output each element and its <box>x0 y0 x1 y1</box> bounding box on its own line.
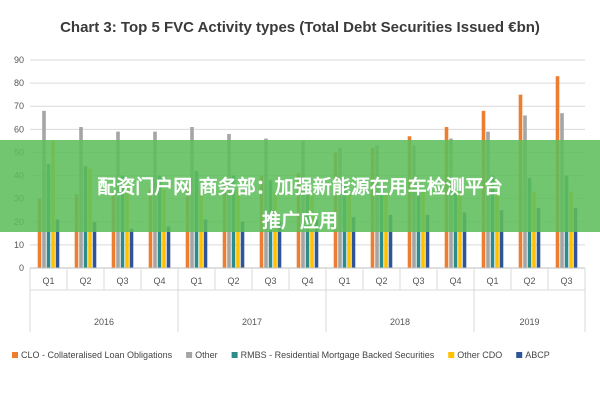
quarter-label: Q1 <box>338 276 350 286</box>
chart-title: Chart 3: Top 5 FVC Activity types (Total… <box>60 19 540 36</box>
quarter-label: Q4 <box>153 276 165 286</box>
quarter-label: Q4 <box>449 276 461 286</box>
quarter-label: Q3 <box>560 276 572 286</box>
overlay-headline: 配资门户网 商务部：加强新能源在用车检测平台 <box>97 176 503 198</box>
legend-label: Other CDO <box>457 350 502 360</box>
bar <box>166 226 171 268</box>
bar <box>499 210 504 268</box>
y-tick-label: 90 <box>14 55 24 65</box>
quarter-label: Q2 <box>79 276 91 286</box>
bar <box>55 219 60 268</box>
bar <box>462 212 467 268</box>
bar <box>92 221 97 268</box>
quarter-label: Q2 <box>523 276 535 286</box>
overlay-headline-cont: 推广应用 <box>261 210 338 232</box>
quarter-label: Q3 <box>412 276 424 286</box>
year-label: 2019 <box>519 317 539 327</box>
y-tick-label: 10 <box>14 240 24 250</box>
bar <box>314 219 319 268</box>
legend: CLO - Collateralised Loan Obligations Oth… <box>12 350 550 360</box>
y-tick-label: 80 <box>14 78 24 88</box>
legend-label: ABCP <box>525 350 550 360</box>
quarter-label: Q1 <box>42 276 54 286</box>
bar <box>573 207 578 268</box>
bar <box>203 219 208 268</box>
bar <box>37 198 42 268</box>
bar <box>536 207 541 268</box>
legend-swatch <box>448 352 455 358</box>
quarter-label: Q4 <box>301 276 313 286</box>
legend-swatch <box>12 352 18 358</box>
y-tick-label: 60 <box>14 124 24 134</box>
bar <box>240 221 245 268</box>
bar <box>277 221 282 268</box>
legend-swatch <box>516 352 523 358</box>
legend-label: Other <box>195 350 218 360</box>
overlay-banner <box>0 140 600 232</box>
legend-label: RMBS - Residential Mortgage Backed Secur… <box>241 350 435 360</box>
year-label: 2018 <box>390 317 410 327</box>
bar <box>425 214 430 268</box>
legend-swatch <box>186 352 193 358</box>
year-label: 2017 <box>242 317 262 327</box>
bar <box>388 214 393 268</box>
legend-swatch <box>231 352 238 358</box>
quarter-label: Q1 <box>190 276 202 286</box>
quarter-label: Q3 <box>264 276 276 286</box>
x-axis: Q1 Q2 Q3 Q4 Q1 Q2 Q3 Q4 Q1 Q2 Q3 Q4 Q1 Q2 Q3 2016 2017 20… <box>29 267 586 332</box>
year-label: 2016 <box>94 317 114 327</box>
bar <box>351 217 356 268</box>
y-tick-label: 0 <box>19 263 24 273</box>
quarter-label: Q3 <box>116 276 128 286</box>
quarter-label: Q2 <box>227 276 239 286</box>
y-tick-label: 70 <box>14 101 24 111</box>
quarter-label: Q2 <box>375 276 387 286</box>
bar <box>129 228 134 268</box>
quarter-label: Q1 <box>486 276 498 286</box>
legend-label: CLO - Collateralised Loan Obligations <box>21 350 173 360</box>
